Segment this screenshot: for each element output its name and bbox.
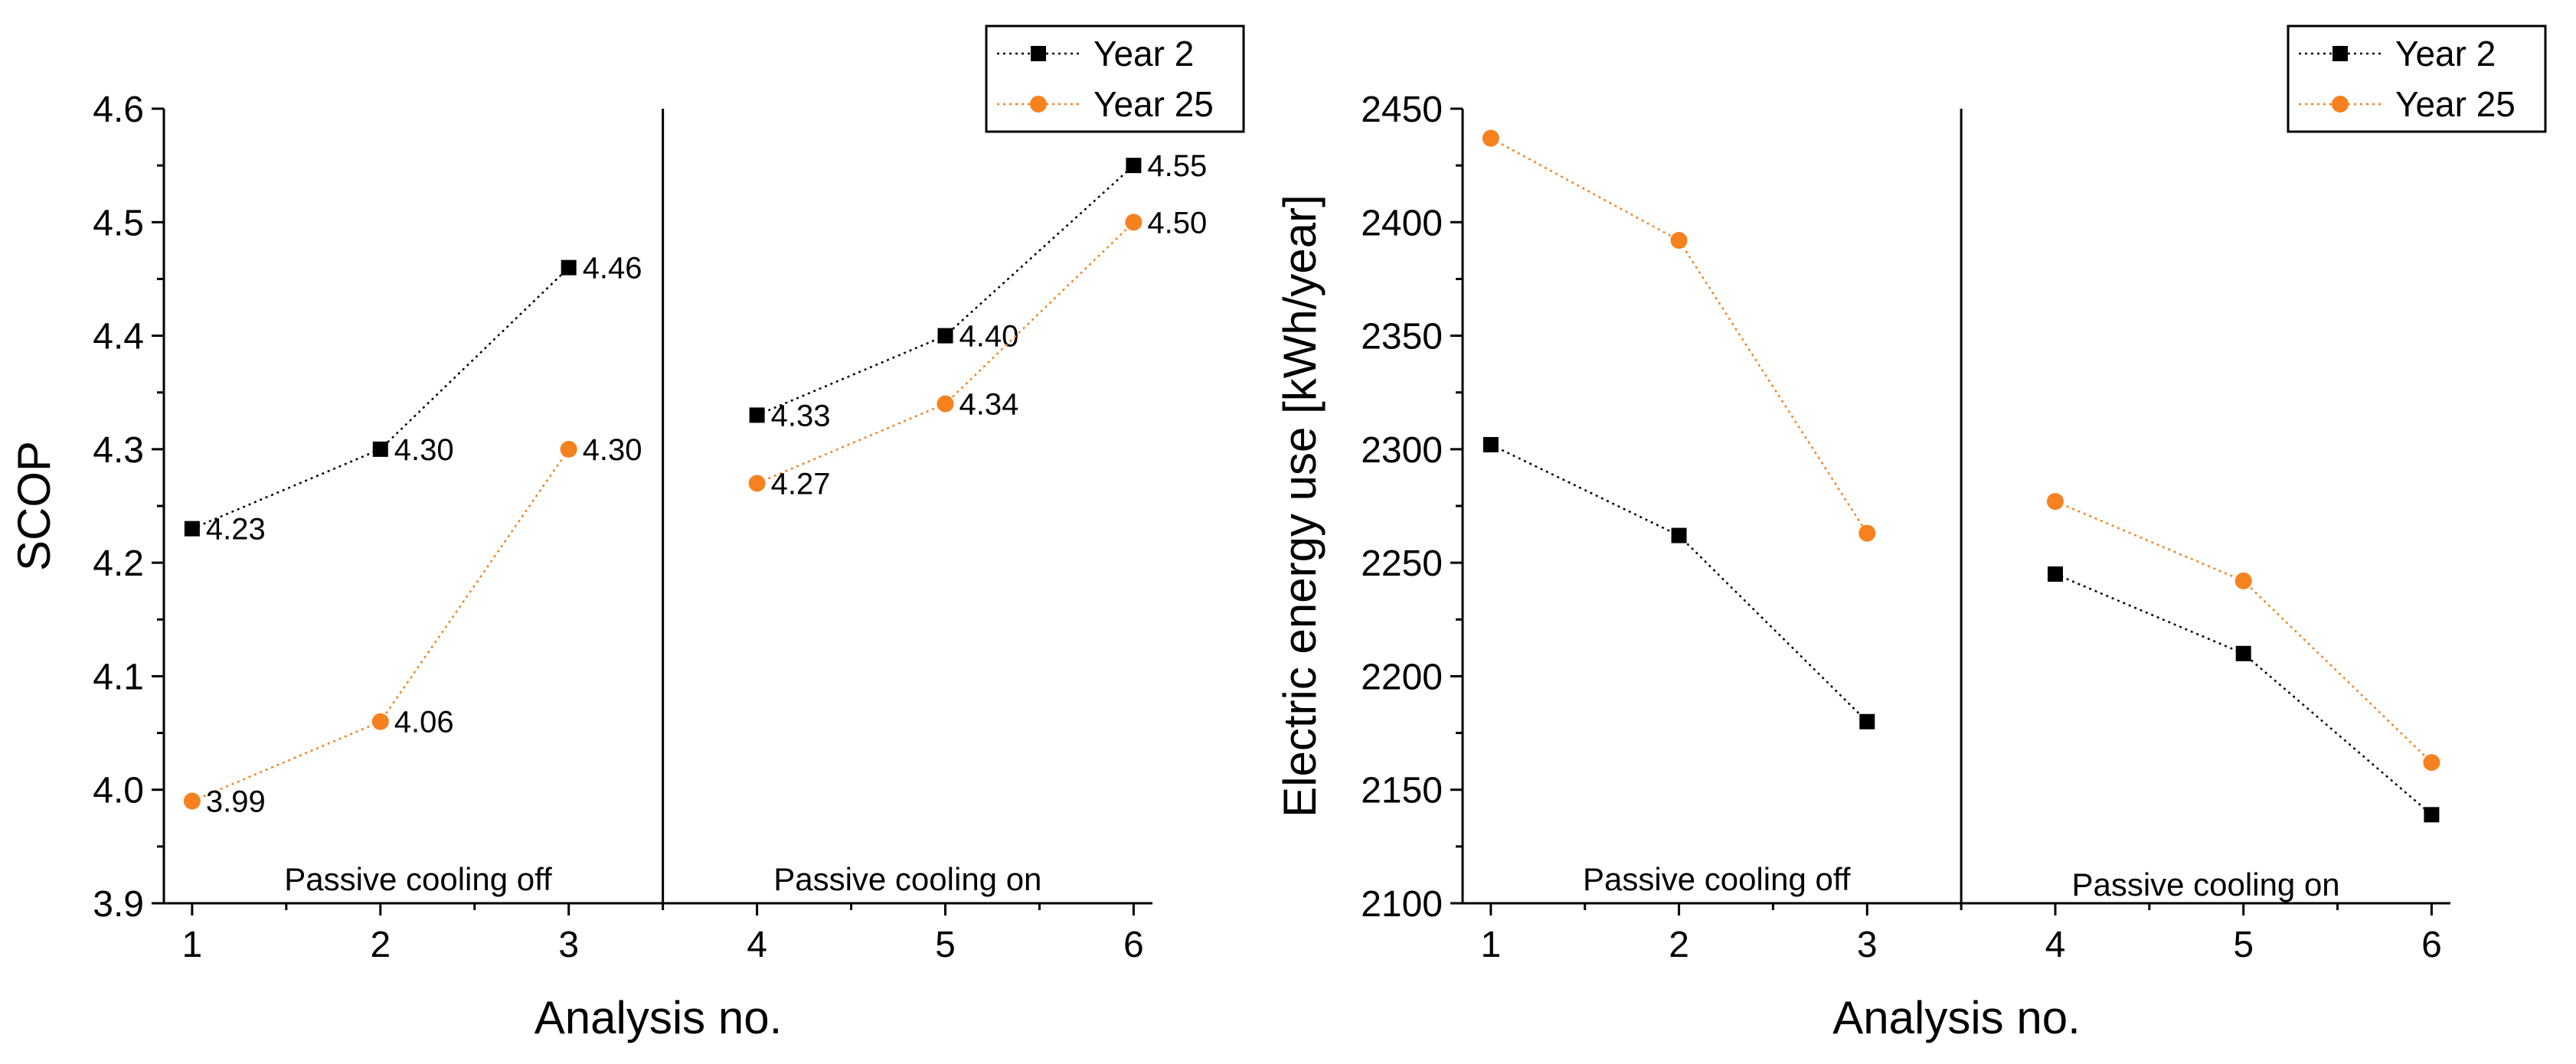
year25-point	[1482, 129, 1499, 147]
x-tick-label: 4	[747, 925, 767, 965]
x-axis-title: Analysis no.	[1832, 992, 2081, 1043]
x-tick-label: 6	[2421, 925, 2442, 965]
y-tick-label: 4.2	[93, 543, 144, 584]
year2-point	[937, 328, 953, 344]
year2-point	[749, 407, 765, 423]
y-tick-label: 2400	[1361, 203, 1443, 243]
x-tick-label: 2	[370, 925, 391, 965]
x-tick-label: 1	[182, 925, 203, 965]
year25-line-passive-off	[1490, 137, 1868, 534]
x-tick-label: 1	[1481, 925, 1502, 965]
year2-point	[2424, 807, 2440, 823]
x-tick-label: 3	[1857, 925, 1878, 965]
y-tick-label: 4.3	[93, 430, 144, 471]
y-tick-label: 4.0	[93, 771, 144, 811]
year25-point	[2047, 493, 2064, 511]
year25-line-passive-on	[757, 221, 1135, 485]
year2-data-label: 4.30	[394, 433, 454, 467]
x-tick-label: 6	[1123, 925, 1144, 965]
year25-data-label: 4.30	[583, 433, 642, 467]
legend-year25-marker	[2332, 96, 2349, 113]
x-tick-label: 2	[1669, 925, 1689, 965]
year25-point	[748, 475, 766, 492]
year25-point	[1670, 232, 1688, 250]
year25-data-label: 4.27	[771, 467, 831, 501]
year2-point	[1859, 713, 1875, 729]
year25-point	[1125, 214, 1143, 231]
y-tick-label: 4.1	[93, 657, 144, 697]
region-label-passive-on: Passive cooling on	[2071, 867, 2339, 902]
y-axis-title: SCOP	[8, 441, 60, 571]
y-tick-label: 2350	[1361, 317, 1443, 357]
year2-line-passive-off	[191, 266, 570, 530]
year25-data-label: 4.06	[394, 706, 454, 739]
region-label-passive-off: Passive cooling off	[1583, 861, 1851, 897]
legend-year25-label: Year 25	[1093, 84, 1214, 124]
y-tick-label: 4.4	[93, 317, 144, 357]
year2-point	[1126, 158, 1142, 174]
y-tick-label: 2300	[1361, 430, 1443, 471]
y-tick-label: 2250	[1361, 543, 1443, 584]
year2-point	[2235, 645, 2251, 661]
y-axis-title: Electric energy use [kWh/year]	[1274, 194, 1326, 818]
year25-point	[937, 395, 954, 413]
legend-year25-marker	[1030, 96, 1047, 113]
year2-data-label: 4.33	[771, 399, 831, 432]
year2-line-passive-off	[1490, 443, 1868, 723]
y-tick-label: 2450	[1361, 90, 1443, 130]
scop-chart: 3.9 4.0 4.1 4.2 4.3 4.4 4.5 4.6 1 2 3 4 5 6 Passive co…	[8, 24, 1245, 1043]
year2-point	[1671, 527, 1687, 543]
x-tick-label: 3	[558, 925, 579, 965]
legend-box	[985, 24, 1245, 133]
region-label-passive-off: Passive cooling off	[284, 861, 552, 897]
year2-line-passive-on	[2055, 573, 2433, 816]
legend-year2-label: Year 2	[2395, 34, 2496, 73]
year25-point	[2234, 572, 2252, 589]
y-tick-label: 2100	[1361, 884, 1443, 925]
year2-line-passive-on	[757, 165, 1135, 416]
legend-year2-marker	[2332, 46, 2348, 61]
x-tick-label: 5	[2233, 925, 2254, 965]
y-tick-label: 4.6	[93, 90, 144, 130]
year25-point	[371, 713, 389, 730]
year2-point	[372, 441, 388, 457]
year2-data-label: 4.40	[959, 320, 1019, 354]
year25-data-label: 4.34	[959, 388, 1019, 422]
year2-point	[2048, 566, 2063, 582]
year2-data-label: 4.46	[583, 252, 642, 286]
year25-point	[560, 440, 577, 458]
legend-year2-label: Year 2	[1093, 34, 1194, 73]
year25-point	[1858, 524, 1876, 542]
x-tick-label: 4	[2045, 925, 2066, 965]
year25-point	[2423, 754, 2440, 772]
year25-line-passive-on	[2055, 500, 2433, 764]
legend-year2-marker	[1031, 46, 1046, 61]
y-tick-label: 2150	[1361, 771, 1443, 811]
year2-point	[561, 259, 577, 276]
year25-data-label: 4.50	[1147, 206, 1207, 240]
year25-point	[183, 792, 201, 810]
legend-box	[2287, 24, 2547, 133]
year2-point	[184, 521, 200, 537]
legend-year25-label: Year 25	[2395, 84, 2516, 124]
year2-data-label: 4.23	[206, 513, 266, 547]
year25-line-passive-off	[191, 449, 570, 802]
region-label-passive-on: Passive cooling on	[773, 861, 1041, 897]
year2-point	[1483, 436, 1499, 452]
year25-data-label: 3.99	[206, 785, 266, 819]
x-tick-label: 5	[935, 925, 956, 965]
energy-use-chart: 2100 2150 2200 2250 2300 2350 2400 2450 1 2 3 4 5 6 Pa…	[1274, 24, 2547, 1043]
year2-data-label: 4.55	[1147, 149, 1207, 183]
y-tick-label: 3.9	[93, 884, 144, 925]
y-tick-label: 2200	[1361, 657, 1443, 697]
x-axis-title: Analysis no.	[534, 992, 783, 1043]
y-tick-label: 4.5	[93, 203, 144, 243]
